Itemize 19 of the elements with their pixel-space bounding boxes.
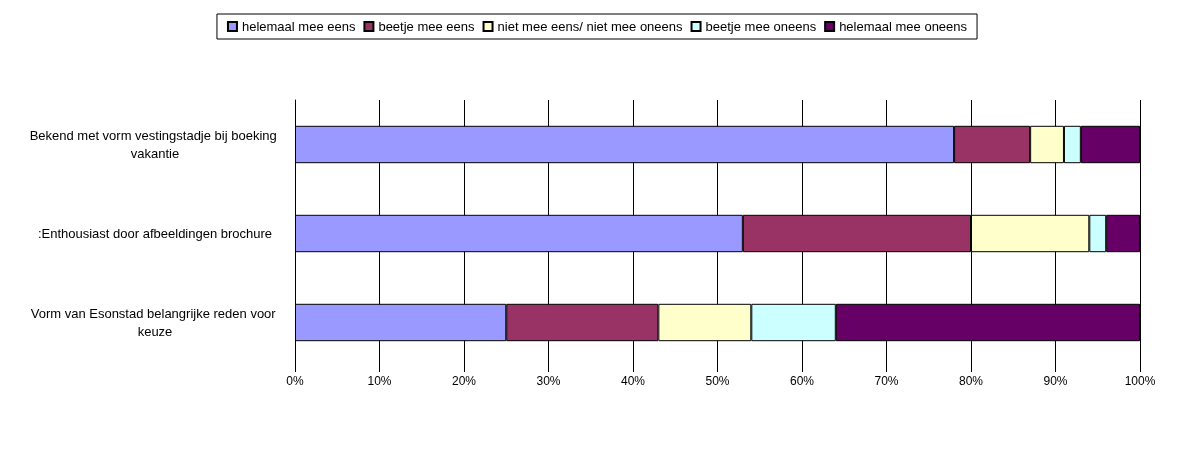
x-tick-label: 30% — [536, 374, 561, 388]
y-tick-label: Vorm van Esonstad belangrijke reden voor keuze — [30, 306, 280, 339]
legend-label: beetje mee eens — [378, 19, 476, 34]
x-tick-label: 70% — [874, 374, 899, 388]
legend-label: helemaal mee eens — [241, 19, 356, 34]
x-tick-label: 0% — [286, 374, 304, 388]
legend-label: niet mee eens/ niet mee oneens — [497, 19, 684, 34]
x-tick-label: 20% — [451, 374, 477, 388]
x-tick-label: 80% — [958, 374, 984, 388]
legend-label: beetje mee oneens — [705, 19, 817, 34]
legend-label: helemaal mee oneens — [839, 19, 968, 34]
y-tick-label: Bekend met vorm vestingstadje bij boeking vakantie — [29, 128, 281, 161]
x-tick-label: 100% — [1124, 374, 1156, 388]
x-tick-label: 40% — [620, 374, 646, 388]
x-tick-label: 10% — [367, 374, 392, 388]
x-tick-label: 50% — [705, 374, 730, 388]
y-tick-label: :Enthousiast door afbeeldingen brochure — [37, 226, 273, 241]
x-tick-label: 90% — [1043, 374, 1068, 388]
x-tick-label: 60% — [789, 374, 815, 388]
